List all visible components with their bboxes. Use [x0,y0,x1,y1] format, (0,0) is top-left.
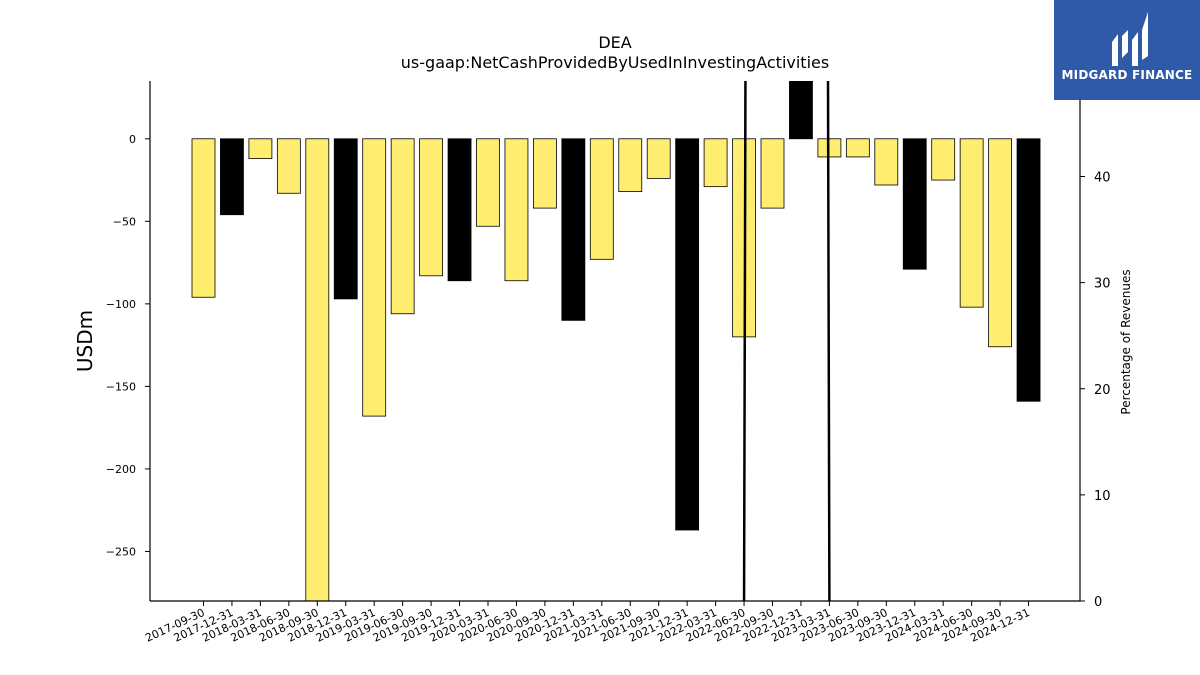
brand-name: MIDGARD FINANCE [1061,68,1193,82]
bar-2023-06-30 [845,138,870,158]
y-right-tick-label: 10 [1094,489,1111,504]
bar-2017-09-30 [191,138,216,298]
bar-2020-09-30 [533,138,557,209]
bar-2024-09-30 [988,138,1012,348]
bar-2022-03-31 [703,138,728,188]
y-tick-label: −200 [106,463,136,476]
bar-2018-03-31 [248,138,273,159]
bar-2021-09-30 [646,138,671,179]
bar-2024-12-31 [1016,138,1041,402]
bar-2019-09-30 [419,138,444,277]
bar-2019-03-31 [362,138,387,417]
bar-2024-03-31 [931,138,956,181]
y-tick-label: −50 [113,215,136,228]
bar-2019-06-30 [390,138,415,315]
line-series-0 [742,81,831,601]
brand-logo: MIDGARD FINANCE [1054,0,1200,100]
midgard-m-logo-icon [1112,12,1148,66]
bar-2024-06-30 [959,138,984,308]
y-right-tick-label: 30 [1094,277,1111,292]
y-right-tick-label: 0 [1094,595,1102,610]
y-right-tick-label: 20 [1094,383,1111,398]
bar-2023-12-31 [902,138,927,270]
y-tick-label: 0 [129,133,136,146]
bar-2020-12-31 [561,138,586,321]
y-tick-label: −250 [106,545,136,558]
y-axis-label: USDm [73,310,97,372]
bar-2021-03-31 [589,138,614,260]
bar-2020-03-31 [476,138,500,227]
bar-2020-06-30 [504,138,529,282]
chart-title: DEA [598,33,632,52]
y-tick-label: −100 [106,298,136,311]
bar-2019-12-31 [447,138,472,282]
y-tick-label: −150 [106,380,136,393]
chart-subtitle: us-gaap:NetCashProvidedByUsedInInvesting… [400,53,830,72]
bar-2018-06-30 [276,138,301,194]
bar-2021-06-30 [618,138,643,193]
bar-2022-12-31 [789,81,813,140]
bar-2022-09-30 [760,138,785,209]
bar-2017-12-31 [220,138,244,216]
bar-2018-09-30 [305,138,330,601]
y-right-axis-label: Percentage of Revenues [1119,269,1133,414]
bar-2021-12-31 [675,138,700,531]
bar-2018-12-31 [333,138,358,300]
y-right-tick-label: 40 [1094,171,1111,186]
bar-2023-09-30 [874,138,899,186]
